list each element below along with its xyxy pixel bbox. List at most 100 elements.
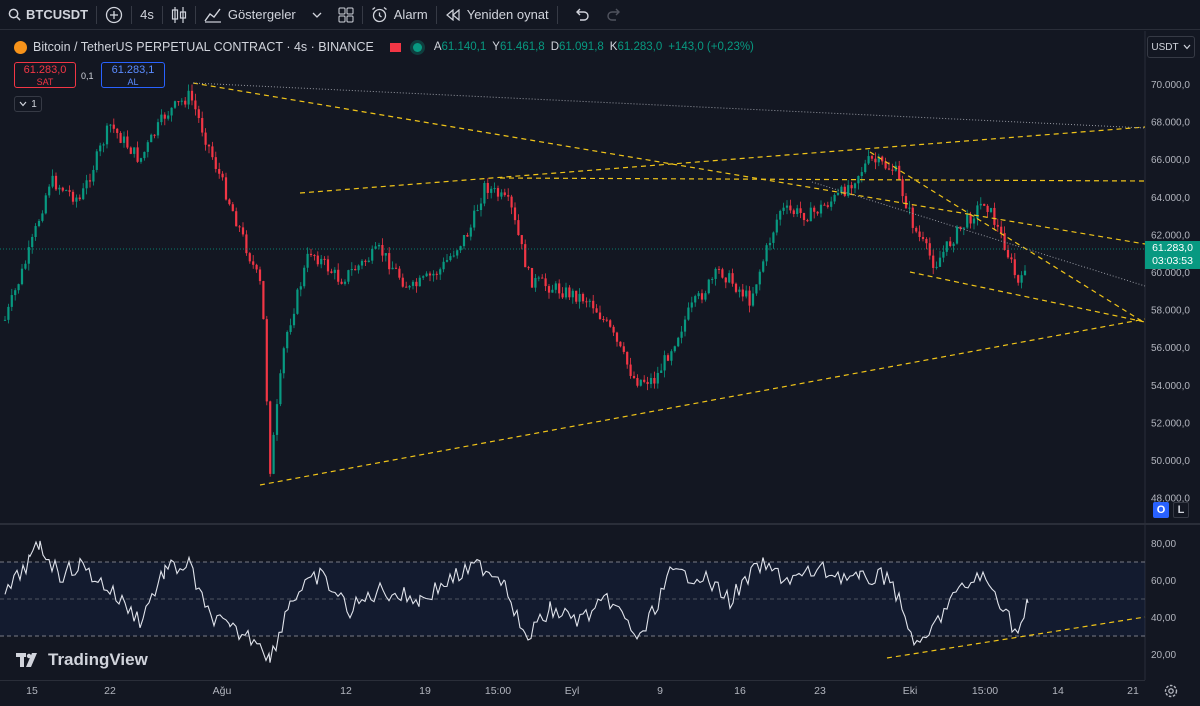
alarm-clock-icon: [371, 6, 387, 23]
flag-icon[interactable]: [389, 42, 401, 52]
candle-body: [490, 188, 493, 193]
time-axis-label: Eyl: [564, 685, 580, 697]
candle-body: [952, 243, 955, 246]
candle-body: [860, 172, 863, 176]
currency-selector[interactable]: USDT: [1147, 36, 1195, 58]
candle-body: [925, 238, 928, 244]
indicators-button[interactable]: Göstergeler: [196, 0, 304, 30]
time-axis-label: Ağu: [212, 685, 232, 697]
chart-type-button[interactable]: [163, 0, 195, 30]
replay-icon: [445, 8, 460, 21]
candle-body: [105, 125, 109, 145]
tradingview-logo[interactable]: TradingView: [16, 650, 148, 670]
toolbar-divider: [435, 5, 437, 24]
candle-body: [14, 290, 17, 296]
candle-body: [697, 293, 700, 297]
ohlc-values: A61.140,1 Y61.461,8 D61.091,8 K61.283,0 …: [434, 41, 754, 53]
candle-body: [48, 186, 51, 196]
candle-body: [581, 293, 585, 302]
candle-body: [949, 241, 952, 246]
candle-body: [286, 331, 289, 349]
last-price-label: 61.283,0 03:03:53: [1145, 241, 1200, 269]
plus-circle-icon: [105, 6, 123, 23]
rsi-axis-label: 80,00: [1151, 539, 1176, 550]
buy-button[interactable]: 61.283,1 AL: [101, 62, 165, 88]
candle-body: [558, 283, 561, 294]
candle-body: [218, 168, 221, 174]
candle-body: [408, 285, 411, 288]
candle-body: [1013, 259, 1016, 276]
candle-body: [323, 258, 326, 260]
candle-body: [432, 273, 435, 276]
candle-body: [592, 300, 595, 309]
grid-icon: [338, 7, 354, 22]
price-chart-canvas[interactable]: 70.000,0 68.000,0 66.000,0 64.000,0 62.000,0…: [0, 31, 1200, 680]
interval-button[interactable]: 4s: [132, 0, 162, 30]
auto-scale-button[interactable]: O: [1153, 502, 1169, 518]
logo-text: TradingView: [48, 650, 148, 669]
candle-body: [231, 204, 234, 212]
candle-body: [306, 253, 309, 268]
buy-price: 61.283,1: [111, 64, 155, 76]
candle-body: [153, 134, 156, 136]
candle-body: [996, 224, 999, 227]
candle-body: [969, 214, 972, 224]
replay-button[interactable]: Yeniden oynat: [437, 0, 557, 30]
collapsed-indicators-count: 1: [31, 98, 37, 110]
trendline-dotted-channel: [811, 181, 1146, 287]
time-axis[interactable]: 15 22 Ağu 12 19 15:00 Eyl 9 16 23 Eki 15:00 14 21: [0, 680, 1145, 706]
candle-body: [942, 251, 945, 258]
sell-button[interactable]: 61.283,0 SAT: [14, 62, 76, 88]
ohlc-key: Y: [492, 41, 500, 53]
redo-button[interactable]: [598, 0, 630, 30]
candle-body: [228, 199, 231, 205]
candle-body: [755, 284, 758, 294]
candle-body: [20, 268, 24, 285]
candle-body: [136, 147, 139, 162]
candle-body: [833, 194, 836, 202]
candle-body: [843, 186, 846, 196]
candle-body: [738, 289, 741, 292]
candle-body: [122, 136, 126, 143]
layouts-button[interactable]: [330, 0, 362, 30]
candle-body: [65, 190, 68, 192]
candle-body: [612, 326, 615, 333]
candle-body: [44, 195, 47, 214]
legend-collapse-button[interactable]: 1: [14, 96, 42, 112]
log-scale-button[interactable]: L: [1173, 502, 1189, 518]
candle-body: [830, 201, 833, 207]
compare-symbol-button[interactable]: [97, 0, 131, 30]
candle-body: [119, 132, 122, 143]
candle-body: [819, 204, 823, 214]
trendline-rsi: [886, 616, 1146, 659]
toolbar-divider: [194, 5, 196, 24]
settings-gear-icon[interactable]: [1163, 683, 1179, 699]
candle-body: [656, 372, 659, 384]
indicators-dropdown-button[interactable]: [304, 0, 330, 30]
alarm-button[interactable]: Alarm: [363, 0, 436, 30]
candle-body: [129, 147, 132, 154]
candle-body: [235, 211, 238, 227]
candle-body: [252, 261, 255, 265]
scale-mode-buttons: O L: [1153, 502, 1189, 518]
candle-body: [31, 236, 34, 248]
candle-body: [714, 268, 717, 279]
candle-body: [554, 283, 557, 290]
candle-body: [139, 158, 143, 162]
candle-body: [724, 277, 727, 283]
candle-body: [68, 190, 71, 192]
undo-button[interactable]: [566, 0, 598, 30]
candle-body: [350, 269, 353, 271]
candle-body: [82, 188, 85, 200]
candle-body: [598, 312, 602, 320]
candle-body: [609, 320, 612, 327]
top-toolbar: BTCUSDT 4s Göstergeler Alarm Yeniden oyn…: [0, 0, 1200, 30]
candle-body: [962, 227, 965, 229]
candle-body: [133, 147, 136, 154]
candle-body: [745, 290, 748, 297]
candle-body: [394, 267, 398, 269]
symbol-search-button[interactable]: BTCUSDT: [0, 0, 96, 30]
candle-body: [1006, 249, 1010, 258]
candle-body: [449, 256, 452, 261]
candle-body: [303, 267, 306, 287]
